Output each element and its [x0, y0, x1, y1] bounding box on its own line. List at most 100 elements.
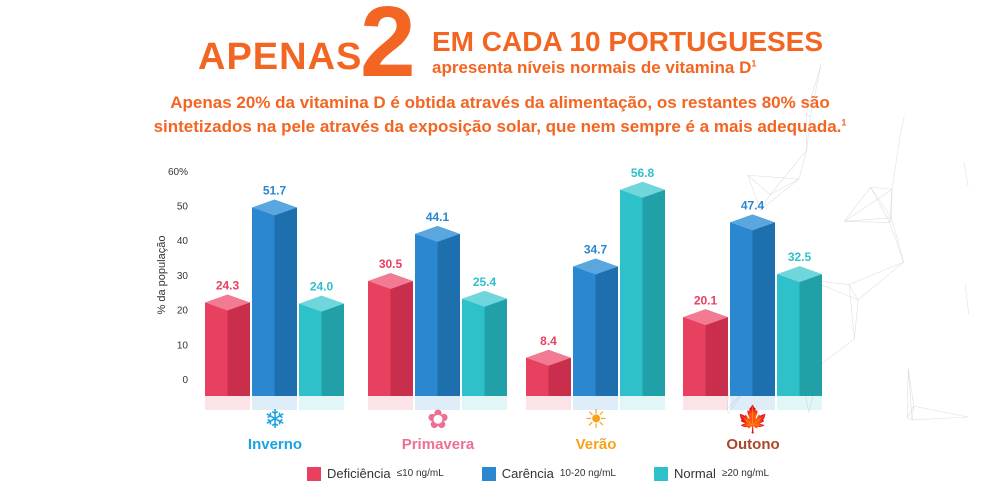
bar-value-label: 30.5	[379, 257, 403, 271]
map-mesh-line	[871, 187, 893, 189]
map-mesh-line	[890, 223, 904, 262]
bar-front-left	[368, 281, 391, 396]
maple-leaf-icon: 🍁	[737, 404, 769, 434]
bar-reflection	[526, 396, 571, 410]
category-label: Inverno	[248, 436, 302, 453]
bar-reflection	[462, 396, 507, 410]
bar-front-right	[706, 317, 729, 396]
bar-front-right	[391, 281, 414, 396]
map-mesh-line	[891, 218, 903, 262]
y-tick-label: 30	[177, 271, 189, 282]
bar-front-left	[777, 274, 800, 396]
bar-value-label: 25.4	[473, 275, 497, 289]
legend-range: ≥20 ng/mL	[722, 468, 769, 479]
legend: Deficiência ≤10 ng/mL Carência 10-20 ng/mL…	[307, 466, 769, 481]
legend-item-deficiencia: Deficiência ≤10 ng/mL	[307, 466, 444, 481]
category-label: Verão	[576, 436, 617, 453]
map-mesh-line	[858, 262, 904, 300]
map-mesh-line	[964, 162, 968, 186]
y-axis-label: % da população	[156, 236, 168, 315]
bar-front-left	[573, 267, 596, 396]
flower-icon: ✿	[427, 404, 449, 434]
bar-front-left	[299, 304, 322, 396]
bar-value-label: 47.4	[741, 199, 765, 213]
y-tick-label: 20	[177, 306, 189, 317]
bar-value-label: 32.5	[788, 250, 812, 264]
bar-front-right	[643, 190, 666, 396]
legend-label: Normal	[674, 466, 716, 481]
bar-value-label: 24.3	[216, 279, 240, 293]
bar-value-label: 24.0	[310, 280, 334, 294]
bar-front-left	[730, 223, 753, 396]
bar-front-right	[322, 304, 345, 396]
map-mesh-line	[807, 116, 811, 150]
snowflake-icon: ❄	[264, 404, 286, 434]
map-mesh-line	[770, 179, 799, 195]
bar-front-right	[596, 267, 619, 396]
bar-front-left	[205, 303, 228, 396]
y-tick-label: 10	[177, 340, 189, 351]
bar-front-right	[485, 299, 508, 396]
bar-front-left	[252, 208, 275, 396]
bar-front-right	[800, 274, 823, 396]
map-mesh-line	[844, 218, 891, 222]
map-mesh-line	[907, 369, 908, 418]
bar-value-label: 8.4	[540, 334, 557, 348]
bar-reflection	[620, 396, 665, 410]
map-mesh-line	[820, 339, 854, 365]
map-mesh-line	[854, 300, 857, 339]
map-mesh-line	[760, 179, 799, 210]
legend-item-carencia: Carência 10-20 ng/mL	[482, 466, 616, 481]
y-tick-label: 60%	[168, 167, 188, 178]
bar-reflection	[777, 396, 822, 410]
map-mesh-line	[914, 406, 968, 417]
y-tick-label: 0	[182, 375, 188, 386]
map-mesh-line	[912, 417, 968, 420]
map-mesh-line	[965, 283, 969, 314]
bar-value-label: 20.1	[694, 293, 718, 307]
map-mesh-line	[806, 114, 810, 116]
map-mesh-line	[908, 369, 913, 407]
legend-label: Carência	[502, 466, 554, 481]
map-mesh-line	[806, 65, 821, 114]
bar-front-left	[683, 317, 706, 396]
y-tick-label: 40	[177, 236, 189, 247]
map-mesh-line	[810, 65, 821, 116]
bar-reflection	[368, 396, 413, 410]
category-label: Outono	[726, 436, 779, 453]
y-tick-label: 50	[177, 202, 189, 213]
map-mesh-line	[770, 150, 806, 194]
legend-swatch	[482, 467, 496, 481]
legend-swatch	[307, 467, 321, 481]
bar-front-right	[438, 234, 461, 396]
bar-front-left	[415, 234, 438, 396]
bar-value-label: 56.8	[631, 166, 655, 180]
bar-front-right	[753, 223, 776, 396]
map-mesh-line	[844, 187, 870, 221]
legend-swatch	[654, 467, 668, 481]
bar-value-label: 34.7	[584, 243, 608, 257]
bar-value-label: 44.1	[426, 210, 450, 224]
bar-front-left	[620, 190, 643, 396]
map-mesh-line	[844, 221, 889, 222]
sun-icon: ☀	[584, 404, 607, 434]
bar-reflection	[205, 396, 250, 410]
map-mesh-line	[849, 262, 904, 285]
map-mesh-line	[844, 189, 892, 221]
legend-item-normal: Normal ≥20 ng/mL	[654, 466, 769, 481]
map-mesh-line	[901, 117, 905, 132]
category-label: Primavera	[402, 436, 475, 453]
bar-front-right	[275, 208, 298, 396]
legend-label: Deficiência	[327, 466, 391, 481]
map-mesh-line	[892, 132, 901, 189]
bar-reflection	[683, 396, 728, 410]
bar-reflection	[299, 396, 344, 410]
bar-front-right	[228, 303, 251, 396]
legend-range: 10-20 ng/mL	[560, 468, 616, 479]
legend-range: ≤10 ng/mL	[397, 468, 444, 479]
bar-value-label: 51.7	[263, 184, 287, 198]
bar-front-left	[462, 299, 485, 396]
map-mesh-line	[748, 175, 799, 179]
map-mesh-line	[907, 417, 912, 420]
bar-chart: 0 10 20 30 40 50 60% % da população 24.3 51.7 24.0…	[0, 0, 1000, 500]
